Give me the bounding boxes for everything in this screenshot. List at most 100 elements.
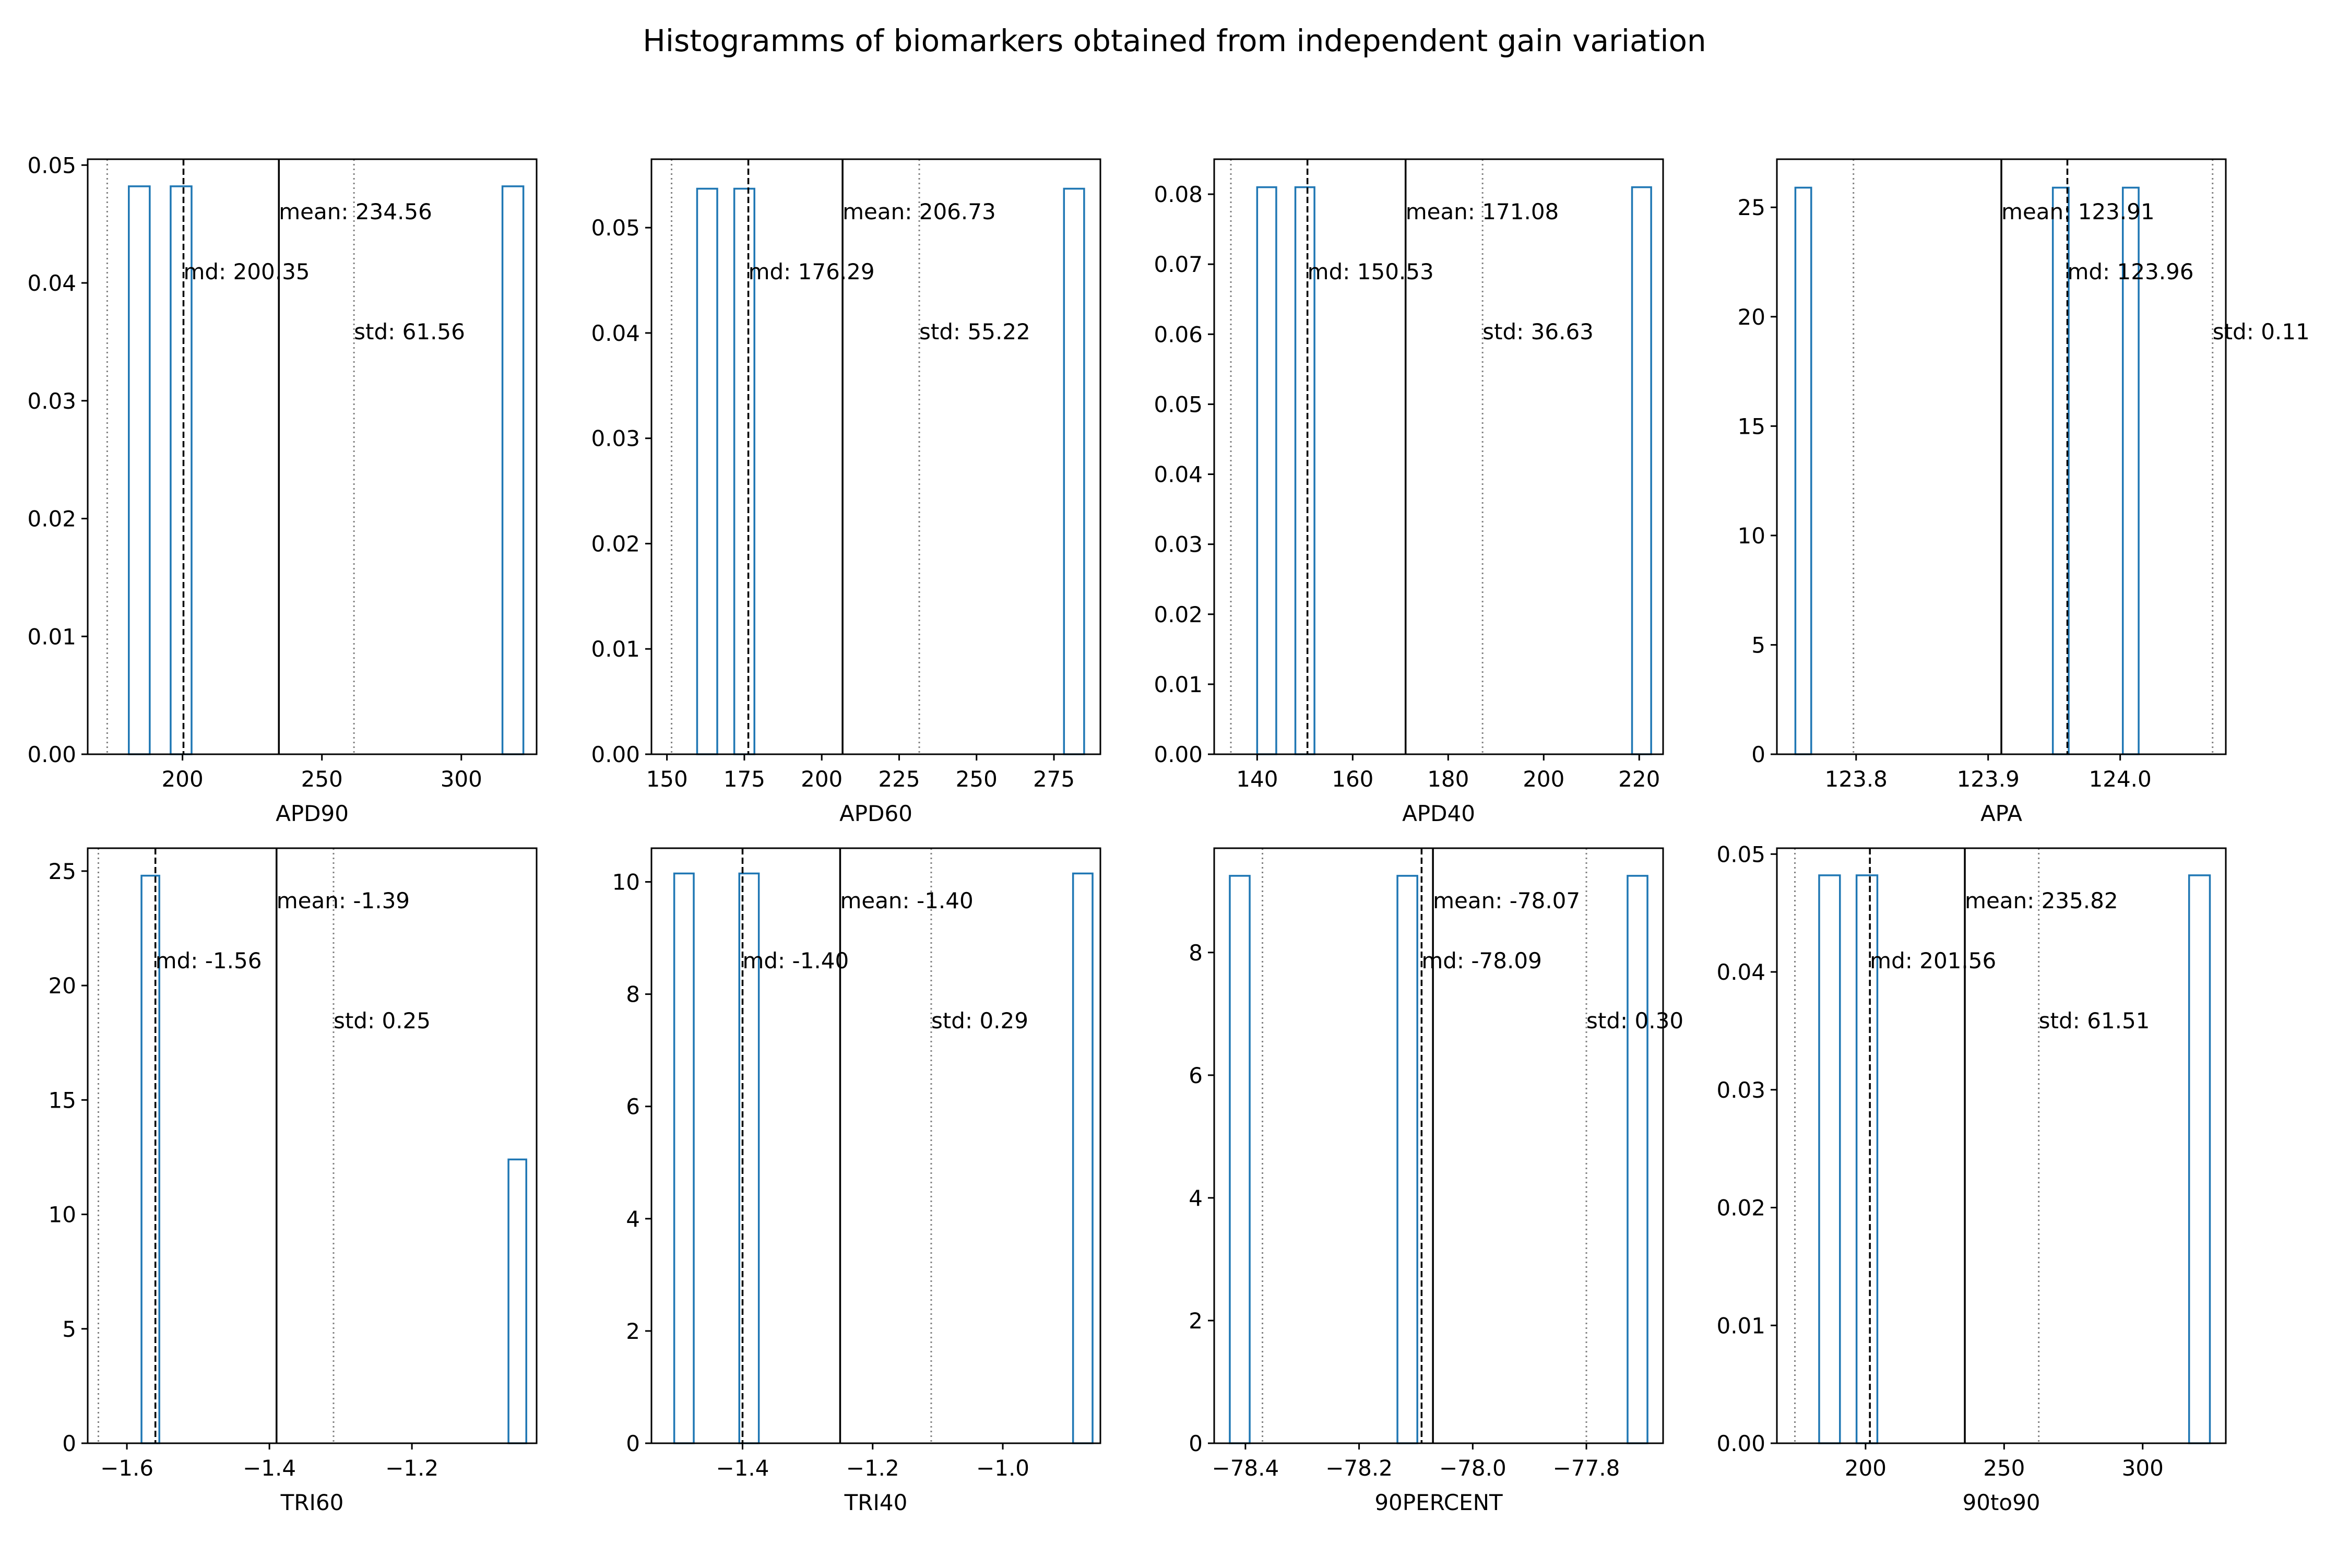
y-tick-label: 5 (62, 1316, 76, 1342)
subplot-apd90: mean: 234.56 md: 200.35 std: 61.56 0.00 0.01… (27, 152, 538, 826)
axes-frame (87, 847, 538, 1444)
median-annotation: md: 176.29 (749, 259, 875, 284)
y-tick-label: 0.02 (1154, 602, 1203, 627)
x-axis-label: APD40 (1402, 801, 1475, 826)
y-tick-label: 0.00 (1716, 1431, 1765, 1456)
subplot-apa: mean: 123.91 md: 123.96 std: 0.11 0 5 10 15 20 2… (1738, 158, 2310, 826)
histogram-bar (1627, 875, 1648, 1444)
histogram-bar (2188, 874, 2211, 1444)
histogram-bar (1396, 875, 1418, 1444)
y-tick-label: 0 (1189, 1431, 1203, 1456)
histogram-bar (1072, 872, 1094, 1444)
x-axis-label: TRI40 (844, 1490, 908, 1515)
x-tick-label: 300 (441, 766, 482, 792)
histogram-bar (128, 185, 151, 755)
axes-frame (1776, 847, 2227, 1444)
y-tick-label: 4 (1189, 1185, 1203, 1211)
axes-frame (87, 158, 538, 755)
median-annotation: md: -78.09 (1421, 948, 1541, 973)
x-tick-label: 140 (1236, 766, 1278, 792)
x-tick-label: −1.4 (716, 1455, 769, 1481)
y-tick-label: 0.04 (1716, 959, 1765, 985)
x-tick-label: 225 (878, 766, 920, 792)
y-tick-label: 6 (1189, 1063, 1203, 1088)
y-tick-label: 0.02 (591, 531, 640, 556)
y-tick-label: 0.08 (1154, 182, 1203, 207)
x-tick-label: −78.0 (1439, 1455, 1506, 1481)
x-tick-label: 123.8 (1825, 766, 1888, 792)
mean-annotation: mean: 171.08 (1406, 199, 1559, 224)
y-tick-label: 0 (626, 1431, 640, 1456)
y-tick-label: 0.01 (1716, 1313, 1765, 1338)
axes-frame (1776, 158, 2227, 755)
y-tick-label: 0.00 (27, 742, 76, 767)
std-annotation: std: 55.22 (919, 319, 1030, 345)
x-tick-label: −77.8 (1553, 1455, 1620, 1481)
histogram-bar (1256, 186, 1277, 755)
histogram-bar (1818, 874, 1841, 1444)
y-tick-label: 0.04 (591, 320, 640, 346)
y-tick-label: 0.03 (27, 388, 76, 414)
y-tick-label: 20 (1738, 304, 1765, 330)
subplot-apd40: mean: 171.08 md: 150.53 std: 36.63 0.00 0.01… (1154, 158, 1664, 826)
axes-frame (650, 847, 1101, 1444)
y-tick-label: 0 (62, 1431, 76, 1456)
y-tick-label: 0.07 (1154, 252, 1203, 277)
y-tick-label: 0.05 (27, 152, 76, 178)
figure-title: Histogramms of biomarkers obtained from … (643, 23, 1706, 58)
subplot-90percent: mean: -78.07 md: -78.09 std: 0.30 0 2 4 6 8 −78.… (1189, 847, 1683, 1515)
std-annotation: std: 0.30 (1586, 1008, 1683, 1034)
x-tick-label: 200 (1523, 766, 1564, 792)
x-tick-label: 200 (162, 766, 204, 792)
y-tick-label: 10 (1738, 523, 1765, 549)
x-tick-label: −1.2 (385, 1455, 438, 1481)
x-tick-label: −1.0 (976, 1455, 1029, 1481)
mean-annotation: mean: 206.73 (843, 199, 996, 224)
x-tick-label: 200 (801, 766, 843, 792)
y-tick-label: 0.02 (27, 506, 76, 532)
x-tick-label: 180 (1427, 766, 1469, 792)
subplot-tri40: mean: -1.40 md: -1.40 std: 0.29 0 2 4 6 8 10 −1.4… (612, 847, 1101, 1515)
x-tick-label: 124.0 (2089, 766, 2152, 792)
std-annotation: std: 0.29 (931, 1008, 1028, 1034)
y-tick-label: 0 (1751, 742, 1765, 767)
histogram-bar (1631, 186, 1652, 755)
x-tick-label: 175 (723, 766, 765, 792)
x-tick-label: 200 (1845, 1455, 1887, 1481)
x-axis-label: APA (1980, 801, 2022, 826)
y-tick-label: 0.03 (1716, 1077, 1765, 1103)
x-tick-label: 275 (1033, 766, 1075, 792)
y-tick-label: 0.00 (591, 742, 640, 767)
axes-frame (650, 158, 1101, 755)
subplot-apd60: mean: 206.73 md: 176.29 std: 55.22 0.00 0.01… (591, 158, 1101, 826)
std-annotation: std: 61.51 (2039, 1008, 2150, 1034)
x-tick-label: 160 (1332, 766, 1373, 792)
subplot-90to90: mean: 235.82 md: 201.56 std: 61.51 0.00 0.01… (1716, 841, 2227, 1515)
std-annotation: std: 36.63 (1482, 319, 1594, 345)
y-tick-label: 0.02 (1716, 1195, 1765, 1221)
x-axis-label: 90PERCENT (1374, 1490, 1503, 1515)
histogram-bar (1794, 186, 1812, 755)
x-tick-label: 220 (1618, 766, 1660, 792)
y-tick-label: 15 (1738, 413, 1765, 439)
y-tick-label: 0.03 (591, 426, 640, 452)
axes-frame (1213, 847, 1664, 1444)
y-tick-label: 25 (49, 859, 76, 884)
x-tick-label: −1.4 (243, 1455, 296, 1481)
x-tick-label: −78.2 (1325, 1455, 1393, 1481)
mean-annotation: mean: 235.82 (1965, 888, 2118, 913)
x-axis-label: APD60 (839, 801, 912, 826)
x-tick-label: 150 (646, 766, 688, 792)
y-tick-label: 10 (49, 1202, 76, 1228)
x-tick-label: −1.2 (846, 1455, 899, 1481)
mean-annotation: mean: 234.56 (279, 199, 432, 224)
histogram-bar (673, 872, 695, 1444)
y-tick-label: 0.03 (1154, 532, 1203, 557)
y-tick-label: 6 (626, 1094, 640, 1120)
mean-annotation: mean: -78.07 (1433, 888, 1580, 913)
y-tick-label: 0.06 (1154, 322, 1203, 347)
mean-annotation: mean: 123.91 (2001, 199, 2155, 224)
x-tick-label: 250 (301, 766, 343, 792)
histogram-bar (696, 187, 718, 755)
